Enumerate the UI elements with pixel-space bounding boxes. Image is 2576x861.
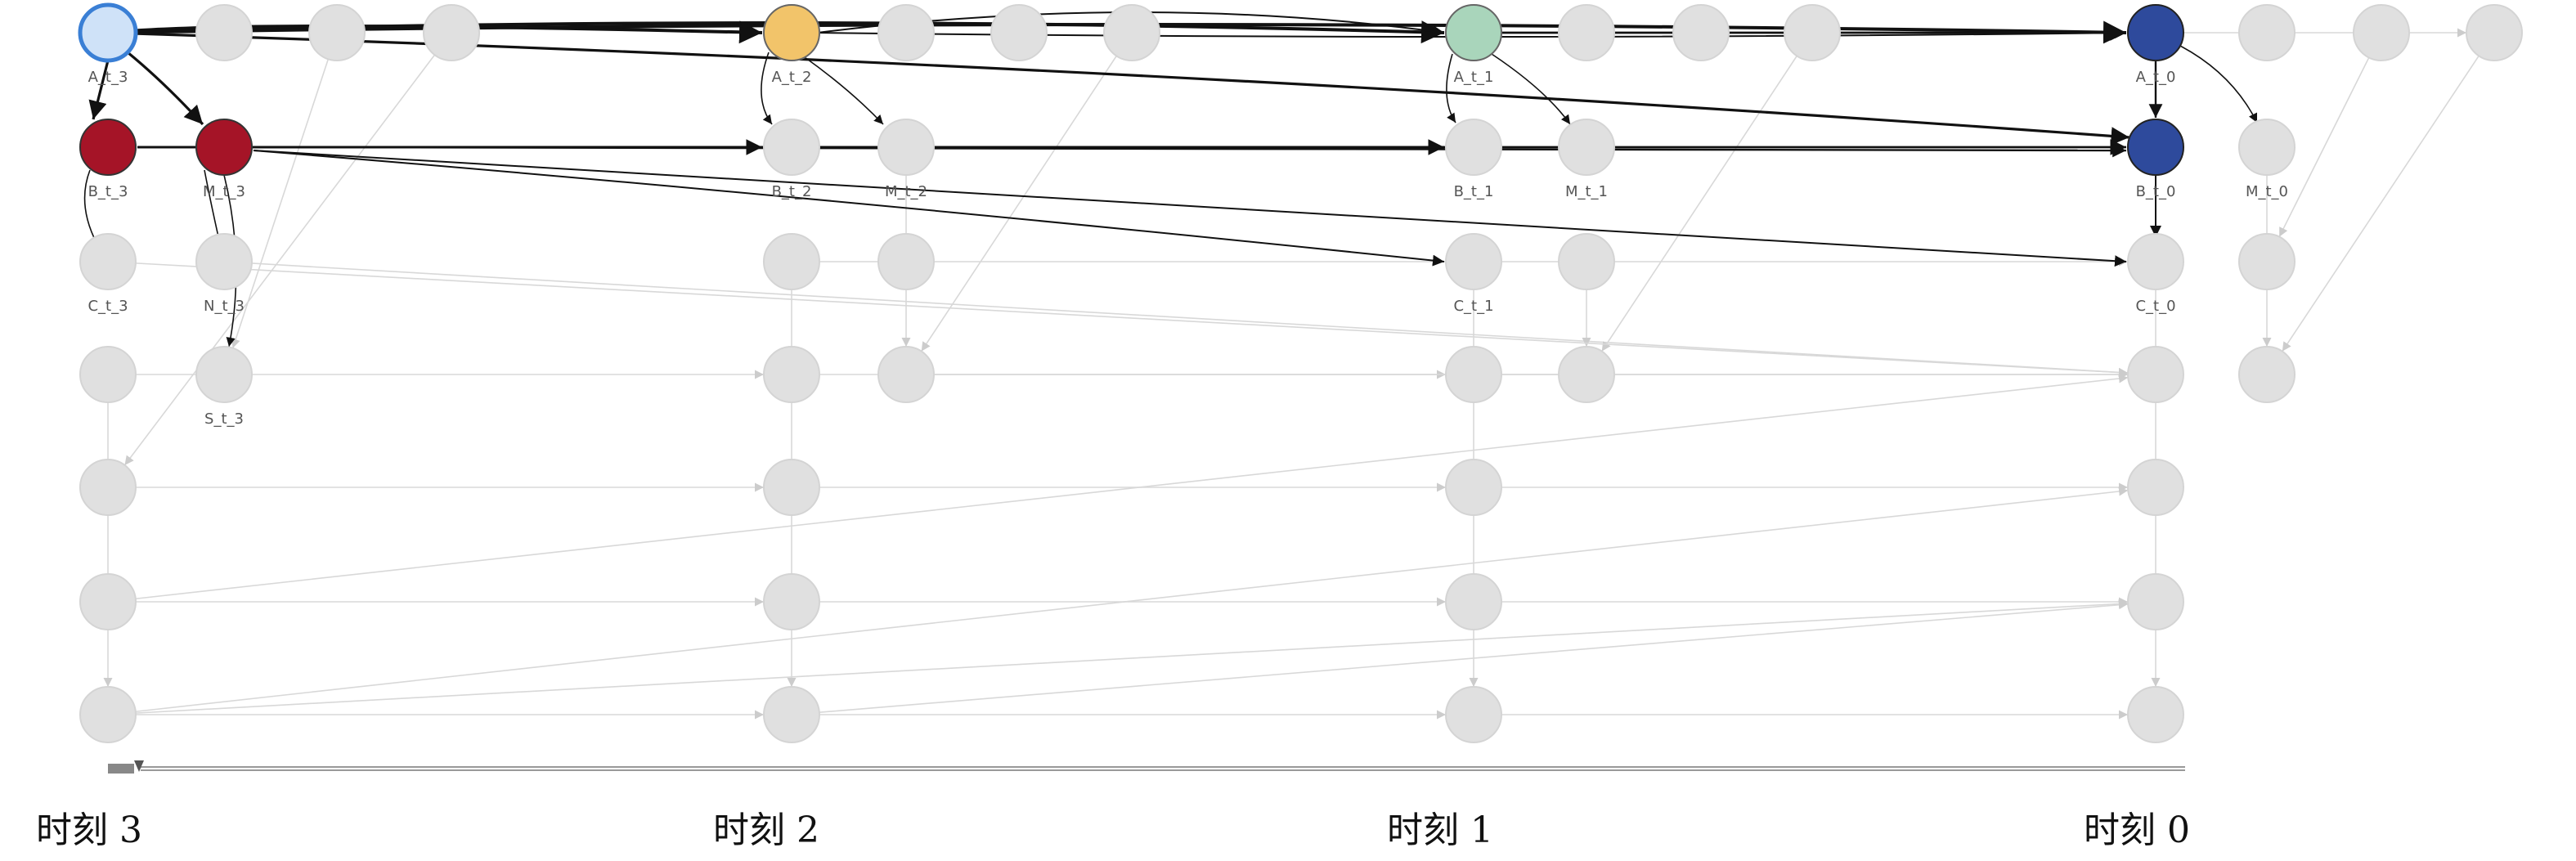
node: [308, 4, 366, 61]
node: [763, 459, 820, 516]
node: [2127, 573, 2184, 630]
node: [2127, 4, 2184, 61]
node: [877, 119, 935, 176]
edge: [135, 487, 2129, 713]
node: [2238, 346, 2296, 403]
node: [79, 573, 137, 630]
edge: [2278, 57, 2370, 237]
node: [2127, 233, 2184, 290]
node: [2238, 119, 2296, 176]
edge: [251, 262, 2129, 377]
node-label: M_t_1: [1565, 183, 1608, 200]
node: [79, 119, 137, 176]
node: [1445, 233, 1502, 290]
edge: [126, 51, 204, 126]
node: [423, 4, 480, 61]
node: [195, 119, 253, 176]
node: [877, 4, 935, 61]
edge: [231, 59, 330, 348]
time-label: 时刻 2: [713, 809, 819, 851]
edge: [123, 54, 436, 466]
edge: [135, 599, 2129, 714]
edge: [2179, 45, 2258, 123]
node: [763, 119, 820, 176]
node: [1103, 4, 1160, 61]
time-label: 时刻 0: [2084, 809, 2190, 851]
node: [2238, 4, 2296, 61]
node: [1558, 233, 1615, 290]
node: [763, 686, 820, 743]
node-label: B_t_3: [88, 183, 128, 200]
node: [195, 4, 253, 61]
node: [1445, 346, 1502, 403]
node-label: N_t_3: [204, 298, 245, 315]
node: [877, 233, 935, 290]
timeline: [108, 760, 2185, 774]
node: [79, 346, 137, 403]
edge: [88, 60, 110, 120]
edge: [107, 31, 2130, 146]
node: [990, 4, 1048, 61]
node: [2353, 4, 2410, 61]
node: [1445, 459, 1502, 516]
node-label: M_t_0: [2246, 183, 2288, 200]
edge: [761, 52, 773, 125]
node-label: C_t_1: [1453, 298, 1493, 315]
node-label: M_t_3: [203, 183, 245, 200]
node: [79, 233, 137, 290]
node: [1672, 4, 1730, 61]
node: [79, 686, 137, 743]
node: [2466, 4, 2523, 61]
node: [1558, 4, 1615, 61]
node: [2127, 686, 2184, 743]
node: [1784, 4, 1841, 61]
node: [763, 346, 820, 403]
node: [877, 346, 935, 403]
node-label: B_t_0: [2136, 183, 2176, 200]
edge: [1446, 53, 1456, 123]
node-label: C_t_3: [88, 298, 128, 315]
node: [2127, 119, 2184, 176]
edge: [253, 150, 1445, 267]
node-label: B_t_2: [772, 183, 812, 200]
node-label: A_t_1: [1454, 69, 1494, 86]
node: [78, 2, 138, 63]
node: [195, 346, 253, 403]
node-label: A_t_2: [772, 69, 812, 86]
time-label: 时刻 1: [1387, 809, 1493, 851]
node-label: B_t_1: [1454, 183, 1494, 200]
edge: [253, 143, 2127, 158]
node-label: M_t_2: [885, 183, 927, 200]
node: [2238, 233, 2296, 290]
node-label: A_t_3: [88, 69, 128, 86]
edge: [921, 55, 1117, 352]
edge: [1601, 55, 1797, 352]
node: [79, 459, 137, 516]
edge: [804, 56, 884, 125]
node: [763, 573, 820, 630]
node: [763, 4, 820, 61]
nodes: A_t_3 B_t_3 M_t_3 C_t_3 N_t_3 S_t_3 A_t_2 B_t_2…: [78, 2, 2523, 743]
time-label: 时刻 3: [36, 809, 142, 851]
edge: [1491, 53, 1571, 125]
edge: [135, 374, 2129, 600]
node: [2127, 346, 2184, 403]
node: [1558, 119, 1615, 176]
edges: [83, 11, 2480, 720]
edge: [135, 262, 2129, 378]
node: [2127, 459, 2184, 516]
node-label: S_t_3: [204, 410, 244, 428]
edge: [2282, 55, 2480, 352]
node: [1445, 686, 1502, 743]
node: [1445, 573, 1502, 630]
node-label: A_t_0: [2136, 69, 2176, 86]
node: [1558, 346, 1615, 403]
node: [763, 233, 820, 290]
node: [1445, 119, 1502, 176]
node: [195, 233, 253, 290]
node-label: C_t_0: [2135, 298, 2175, 315]
edge: [253, 150, 2127, 267]
node: [1445, 4, 1502, 61]
